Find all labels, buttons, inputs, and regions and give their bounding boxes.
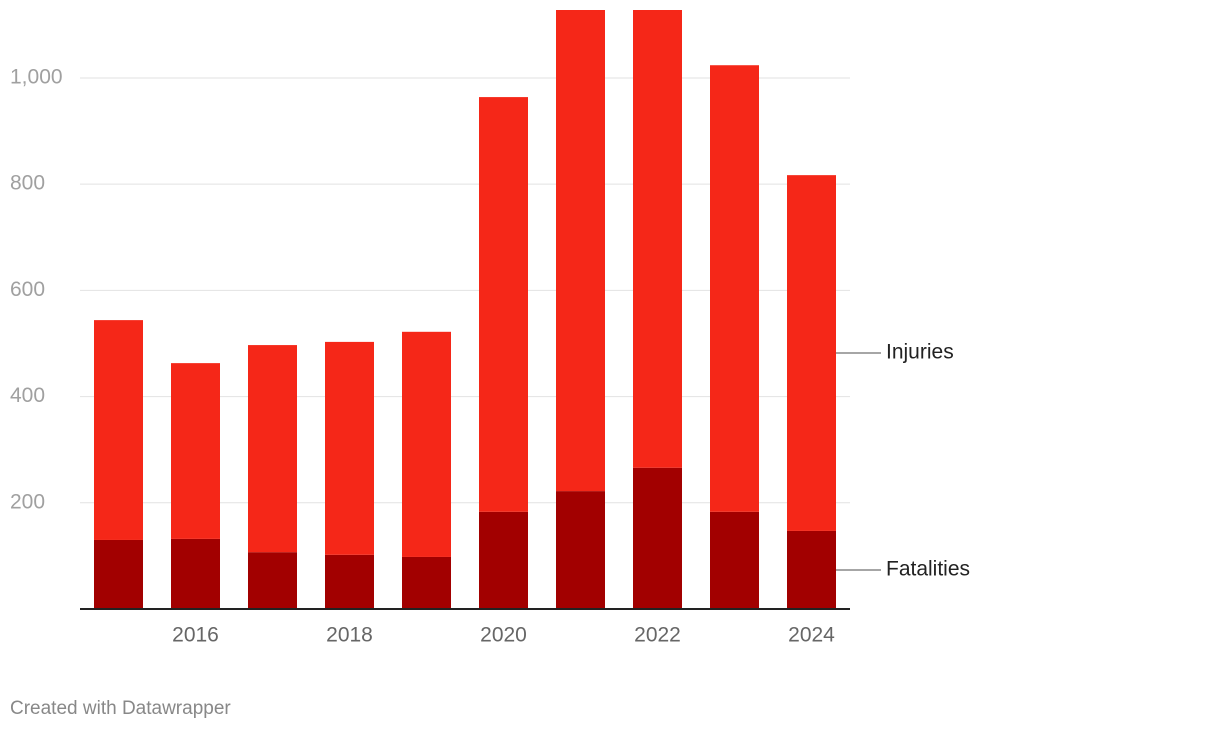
bar-segment	[94, 320, 143, 540]
bar-segment	[171, 363, 220, 539]
x-tick-label: 2016	[172, 624, 219, 647]
legend-label: Injuries	[886, 341, 954, 364]
y-tick-label: 400	[10, 384, 45, 407]
bar-segment	[325, 341, 374, 555]
bar-segment	[710, 511, 759, 609]
y-tick-label: 200	[10, 490, 45, 513]
bar-segment	[556, 10, 605, 492]
bar-segment	[402, 556, 451, 609]
bar-segment	[633, 467, 682, 609]
bar-segment	[479, 97, 528, 512]
bar-segment	[633, 10, 682, 468]
credit: Created with Datawrapper	[10, 698, 231, 719]
bar-segment	[710, 65, 759, 512]
bar-segment	[248, 345, 297, 553]
y-tick-label: 1,000	[10, 66, 63, 89]
y-tick-label: 600	[10, 278, 45, 301]
x-tick-label: 2022	[634, 624, 681, 647]
bar-segment	[171, 538, 220, 609]
bar-segment	[787, 530, 836, 609]
bars	[94, 10, 836, 609]
bar-segment	[479, 511, 528, 609]
y-tick-label: 800	[10, 172, 45, 195]
x-tick-label: 2020	[480, 624, 527, 647]
foreground: 200 400 600 800 1,000 2016 2018 2020 2022 2024 Fat…	[10, 66, 970, 647]
bar-segment	[787, 175, 836, 531]
bar-segment	[402, 331, 451, 557]
bar-segment	[94, 539, 143, 609]
bar-segment	[556, 491, 605, 609]
x-tick-label: 2024	[788, 624, 835, 647]
bar-segment	[325, 554, 374, 609]
legend-label: Fatalities	[886, 558, 970, 581]
x-tick-label: 2018	[326, 624, 373, 647]
bar-segment	[248, 552, 297, 609]
